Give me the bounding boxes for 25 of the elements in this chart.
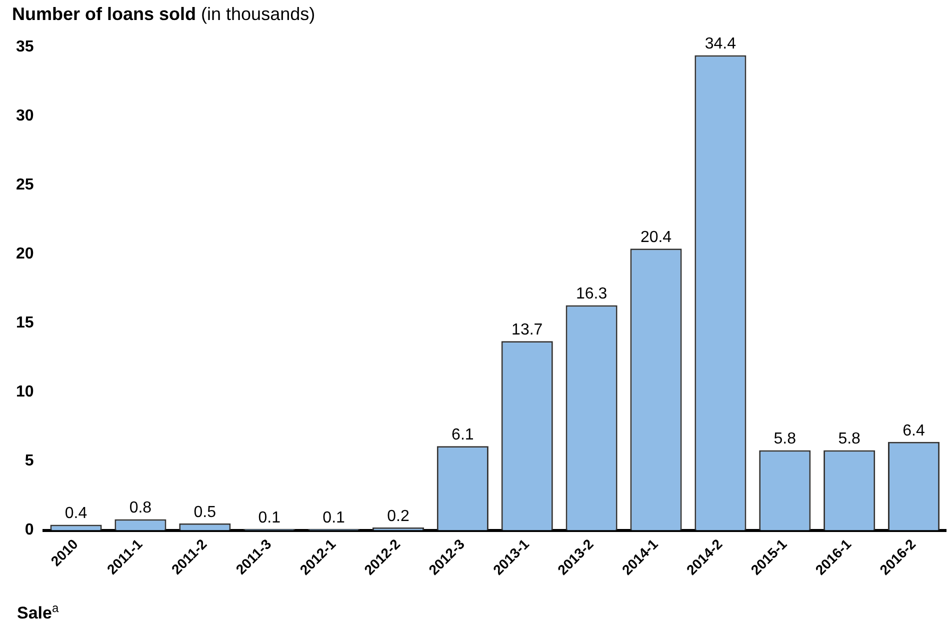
- y-tick-label: 35: [16, 38, 34, 56]
- y-tick-label: 25: [16, 176, 34, 194]
- y-tick-label: 5: [24, 452, 34, 470]
- data-label: 0.4: [64, 505, 88, 522]
- data-label: 16.3: [576, 286, 608, 303]
- data-label: 34.4: [704, 36, 736, 53]
- x-axis-title: Sale$^{a}$: [17, 601, 59, 624]
- y-tick-label: 0: [24, 522, 34, 539]
- y-tick-label: 30: [16, 107, 34, 124]
- data-label: 0.2: [387, 508, 410, 525]
- data-label: 6.4: [902, 422, 925, 440]
- chart-title: Number of loans sold: [12, 4, 196, 24]
- data-label: 0.1: [258, 509, 281, 526]
- data-label: 5.8: [774, 430, 796, 448]
- data-label: 5.8: [838, 430, 861, 448]
- y-tick-label: 10: [16, 384, 34, 401]
- data-label: 20.4: [640, 229, 672, 246]
- data-label: 0.1: [322, 509, 346, 526]
- y-tick-label: 15: [16, 314, 34, 332]
- data-label: 13.7: [512, 322, 543, 339]
- data-label: 6.1: [452, 426, 474, 444]
- data-label: 0.5: [194, 504, 216, 521]
- chart-subtitle: (in thousands): [200, 4, 316, 24]
- data-label: 0.8: [129, 500, 152, 517]
- y-tick-label: 20: [16, 246, 34, 263]
